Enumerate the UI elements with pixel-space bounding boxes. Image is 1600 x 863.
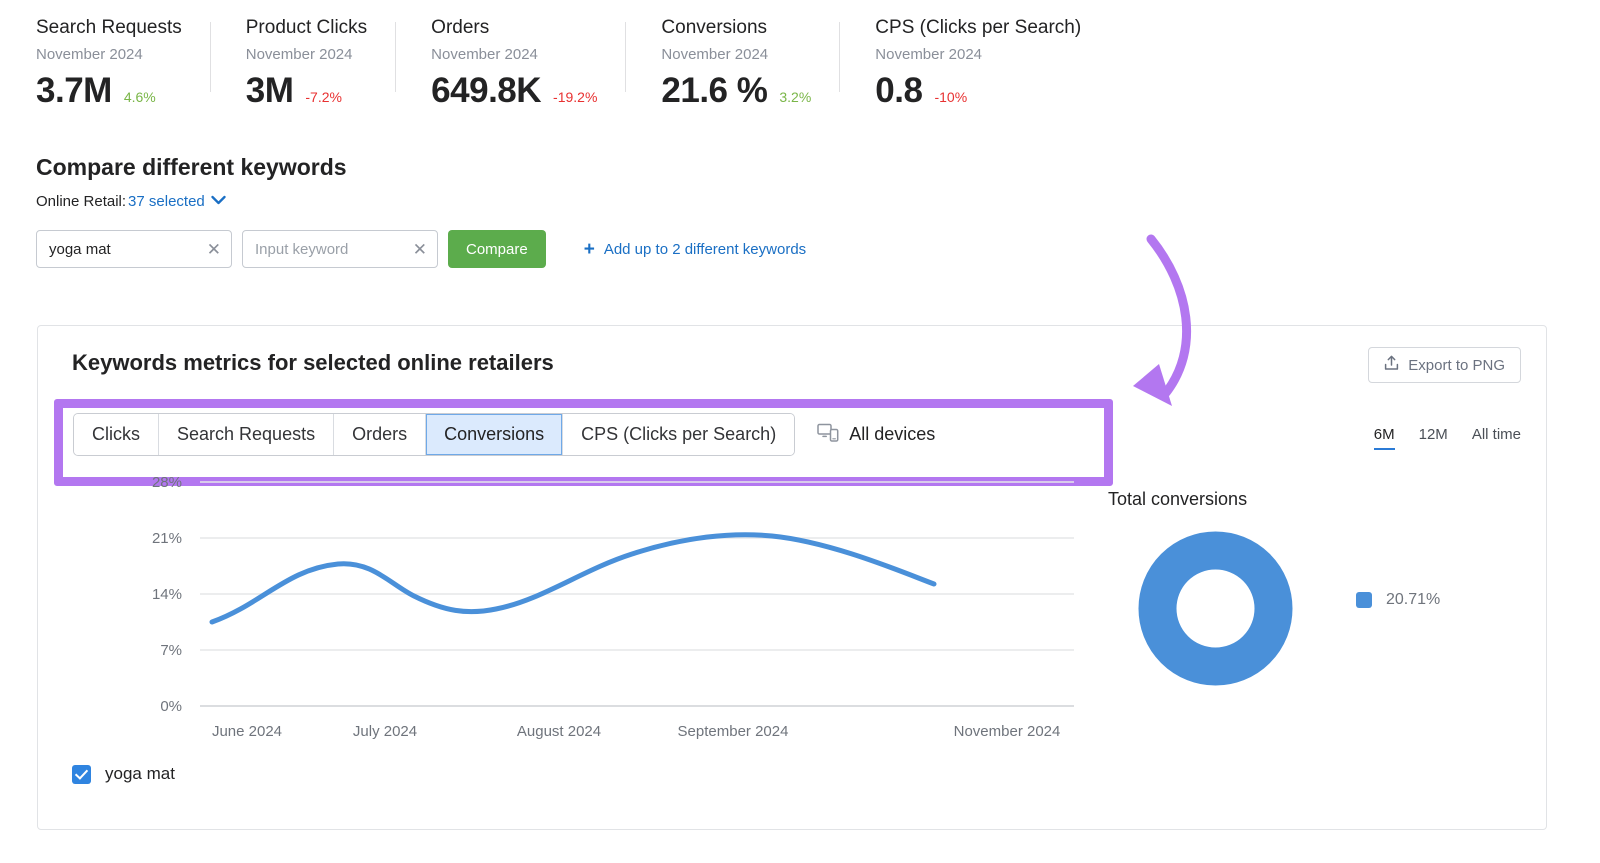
donut-legend: 20.71% [1356, 591, 1440, 609]
kpi-delta: 3.2% [779, 89, 812, 105]
keyword-input-row: yoga mat ✕ Input keyword ✕ Compare + Add… [36, 230, 1600, 268]
x-tick-3: September 2024 [678, 723, 789, 740]
x-tick-1: July 2024 [353, 723, 417, 740]
metric-tabbar: Clicks Search Requests Orders Conversion… [73, 413, 935, 456]
series-legend-label: yoga mat [105, 764, 175, 783]
chart-series-yoga-mat [209, 532, 937, 625]
x-tick-0: June 2024 [212, 723, 282, 740]
tab-search-requests[interactable]: Search Requests [159, 414, 335, 455]
keyword-input-2[interactable]: Input keyword ✕ [242, 230, 438, 268]
kpi-delta: -7.2% [305, 89, 342, 105]
kpi-delta: -19.2% [553, 89, 598, 105]
line-chart: 28% 21% 14% 7% 0% June 2024 July 2024 Au… [152, 474, 1074, 740]
kpi-value-row: 0.8 -10% [875, 70, 1081, 112]
kpi-product-clicks: Product Clicks November 2024 3M -7.2% [209, 16, 395, 112]
donut-chart-title: Total conversions [1108, 489, 1248, 509]
keyword-input-1-value: yoga mat [49, 240, 111, 258]
kpi-value: 649.8K [431, 71, 542, 110]
x-tick-2: August 2024 [517, 723, 601, 740]
compare-section: Compare different keywords Online Retail… [0, 140, 1600, 268]
donut-legend-swatch [1356, 592, 1372, 608]
close-icon[interactable]: ✕ [206, 239, 221, 259]
compare-button[interactable]: Compare [448, 230, 546, 268]
tab-cps[interactable]: CPS (Clicks per Search) [563, 414, 795, 455]
metric-segmented-control: Clicks Search Requests Orders Conversion… [73, 413, 796, 456]
add-keywords-label: Add up to 2 different keywords [603, 240, 807, 258]
y-tick-1: 7% [160, 642, 182, 659]
kpi-row: Search Requests November 2024 3.7M 4.6% … [0, 0, 1600, 140]
retail-selected-link[interactable]: 37 selected [128, 193, 205, 210]
checkbox-checked-icon[interactable] [72, 764, 91, 784]
kpi-value-row: 3M -7.2% [246, 70, 367, 112]
all-devices-label: All devices [849, 424, 936, 444]
all-devices-selector[interactable]: All devices [817, 423, 935, 447]
keyword-input-2-placeholder: Input keyword [255, 240, 349, 258]
period-all-time[interactable]: All time [1471, 426, 1521, 443]
kpi-title: Product Clicks [245, 17, 368, 38]
y-tick-0: 0% [160, 698, 182, 715]
kpi-value: 21.6 % [661, 71, 768, 110]
kpi-period: November 2024 [661, 46, 769, 63]
keyword-input-1[interactable]: yoga mat ✕ [36, 230, 232, 268]
chart-gridlines [200, 481, 1074, 707]
kpi-value: 3M [245, 71, 294, 110]
y-tick-3: 21% [152, 530, 182, 547]
kpi-value-row: 649.8K -19.2% [431, 70, 597, 112]
close-icon[interactable]: ✕ [412, 239, 427, 259]
tab-orders[interactable]: Orders [334, 414, 427, 455]
page-title: Compare different keywords [36, 154, 347, 180]
kpi-search-requests: Search Requests November 2024 3.7M 4.6% [36, 16, 210, 112]
kpi-period: November 2024 [245, 46, 353, 63]
kpi-value: 3.7M [36, 71, 112, 110]
retail-selector-line: Online Retail: 37 selected [36, 192, 1600, 212]
x-tick-4: November 2024 [954, 723, 1061, 740]
kpi-period: November 2024 [875, 46, 983, 63]
kpi-period: November 2024 [36, 46, 143, 63]
kpi-delta: -10% [934, 89, 968, 105]
series-legend-toggle[interactable]: yoga mat [72, 764, 175, 784]
export-button-label: Export to PNG [1408, 356, 1505, 374]
upload-icon [1384, 355, 1399, 375]
card-title: Keywords metrics for selected online ret… [72, 350, 554, 375]
kpi-conversions: Conversions November 2024 21.6 % 3.2% [625, 16, 839, 112]
kpi-title: CPS (Clicks per Search) [875, 17, 1082, 38]
donut-legend-value: 20.71% [1386, 591, 1441, 608]
kpi-period: November 2024 [431, 46, 538, 63]
kpi-value-row: 3.7M 4.6% [36, 70, 182, 112]
kpi-orders: Orders November 2024 649.8K -19.2% [395, 16, 625, 112]
devices-icon [817, 423, 839, 447]
kpi-title: Conversions [661, 17, 768, 38]
kpi-cps: CPS (Clicks per Search) November 2024 0.… [839, 16, 1109, 112]
tab-clicks[interactable]: Clicks [74, 414, 159, 455]
tab-conversions[interactable]: Conversions [426, 414, 564, 455]
kpi-title: Orders [431, 17, 490, 38]
chevron-down-icon[interactable] [211, 191, 226, 211]
period-switch: 6M 12M All time [1373, 426, 1521, 450]
add-keywords-link[interactable]: + Add up to 2 different keywords [584, 240, 806, 259]
period-12m[interactable]: 12M [1418, 426, 1448, 443]
kpi-delta: 4.6% [123, 89, 156, 105]
export-to-png-button[interactable]: Export to PNG [1368, 347, 1521, 383]
metrics-card: Keywords metrics for selected online ret… [37, 234, 1547, 830]
kpi-value: 0.8 [875, 71, 923, 110]
kpi-title: Search Requests [36, 17, 182, 38]
y-tick-4: 28% [152, 474, 182, 491]
donut-chart [1138, 531, 1293, 686]
retail-label: Online Retail: [36, 193, 127, 210]
y-tick-2: 14% [152, 586, 182, 603]
kpi-value-row: 21.6 % 3.2% [661, 70, 811, 112]
plus-icon: + [583, 238, 595, 260]
donut-slice-conversions [1138, 531, 1293, 686]
period-6m[interactable]: 6M [1373, 426, 1395, 450]
